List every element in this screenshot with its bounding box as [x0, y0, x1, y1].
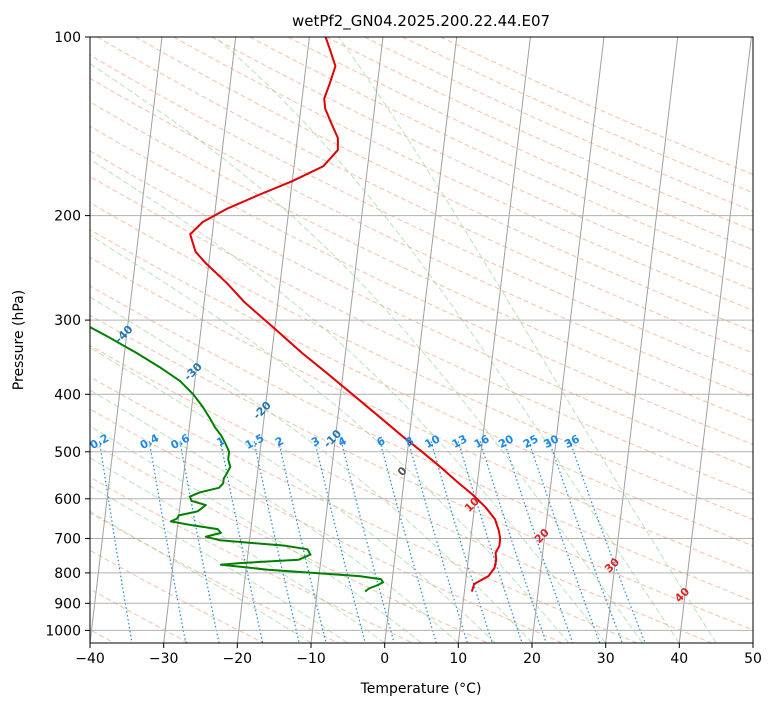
temperature-profile-line [189, 37, 502, 592]
profiles [90, 37, 502, 593]
dry-adiabat [249, 37, 753, 271]
mixing-ratio-line [407, 441, 469, 643]
isotherm [384, 37, 458, 643]
x-tick-label: −40 [75, 651, 105, 667]
dry-adiabat [90, 54, 753, 376]
y-tick-label: 600 [54, 492, 81, 508]
mixing-ratio-line [379, 441, 437, 643]
mixing-ratio-lines [98, 441, 646, 643]
moist-adiabat [214, 37, 680, 643]
mixing-ratio-line [479, 441, 547, 643]
mixing-ratio-label: 13 [450, 432, 470, 451]
dry-adiabat [97, 37, 753, 354]
dewpoint-profile-line [90, 326, 384, 593]
isotherm [678, 37, 752, 643]
dry-adiabat [90, 125, 753, 446]
isotherm [531, 37, 605, 643]
x-tick-label: 50 [744, 651, 762, 667]
x-tick-label: −10 [296, 651, 326, 667]
chart-title: wetPf2_GN04.2025.200.22.44.E07 [292, 12, 550, 31]
x-tick-label: 20 [523, 651, 541, 667]
y-tick-label: 100 [54, 30, 81, 46]
y-tick-label: 400 [54, 387, 81, 403]
mixing-ratio-line [430, 441, 493, 643]
y-axis-label: Pressure (hPa) [11, 290, 27, 390]
dry-adiabat [173, 37, 753, 311]
isotherm [457, 37, 531, 643]
mixing-ratio-label: 16 [472, 432, 492, 451]
mixing-ratio-label: 20 [496, 432, 516, 451]
moist-adiabat [90, 234, 570, 643]
x-tick-label: −20 [223, 651, 253, 667]
dry-adiabat [90, 150, 753, 470]
plot-frame [89, 36, 754, 644]
mixing-ratio-line [278, 441, 327, 643]
x-tick-label: 10 [449, 651, 467, 667]
moist-adiabat [90, 457, 385, 643]
dry-adiabat [90, 476, 414, 643]
mixing-ratio-line [340, 441, 395, 643]
dry-adiabat [90, 314, 753, 631]
y-tick-label: 200 [54, 209, 81, 225]
x-tick-label: 40 [670, 651, 688, 667]
moist-adiabat [337, 37, 717, 643]
dry-adiabat [90, 285, 753, 602]
mixing-ratio-label: 36 [562, 432, 582, 451]
isotherm [90, 37, 163, 643]
moist-adiabat [90, 296, 533, 643]
dry-adiabat [325, 37, 753, 231]
y-tick-label: 1000 [45, 623, 81, 639]
x-tick-label: 30 [597, 651, 615, 667]
mixing-ratio-line [503, 441, 574, 643]
dry-adiabat [90, 229, 753, 547]
isotherm [605, 37, 679, 643]
mixing-ratio-line [457, 441, 523, 643]
dry-adiabat [90, 512, 339, 643]
mixing-ratio-label: 25 [521, 432, 541, 451]
y-tick-label: 800 [54, 566, 81, 582]
y-tick-label: 500 [54, 445, 81, 461]
dry-adiabat [90, 376, 638, 643]
mixing-ratio-line [314, 441, 366, 643]
moist-adiabat [90, 485, 349, 643]
moist-adiabat [90, 158, 607, 643]
moist-adiabat [90, 63, 643, 643]
y-tick-label: 700 [54, 532, 81, 548]
y-axis-ticks: 100 200 300 400 500 600 700 800 900 1000 [45, 30, 90, 639]
isotherm [310, 37, 384, 643]
moist-adiabats [90, 37, 717, 643]
x-tick-label: −30 [149, 651, 179, 667]
dry-adiabat [402, 37, 753, 194]
y-tick-label: 300 [54, 313, 81, 329]
isotherms [90, 37, 753, 643]
x-axis-ticks: −40 −30 −20 −10 0 10 20 30 40 50 [75, 643, 762, 667]
mixing-ratio-line [253, 441, 300, 643]
dry-adiabat [90, 408, 563, 643]
mixing-ratio-label: 30 [541, 432, 561, 451]
isotherm [163, 37, 237, 643]
x-axis-label: Temperature (°C) [360, 681, 482, 697]
dry-adiabat [90, 441, 488, 643]
y-tick-label: 900 [54, 596, 81, 612]
dry-adiabat [90, 344, 712, 643]
x-tick-label: 0 [380, 651, 389, 667]
mixing-ratio-label: 10 [423, 432, 443, 451]
moist-adiabat [90, 389, 459, 643]
